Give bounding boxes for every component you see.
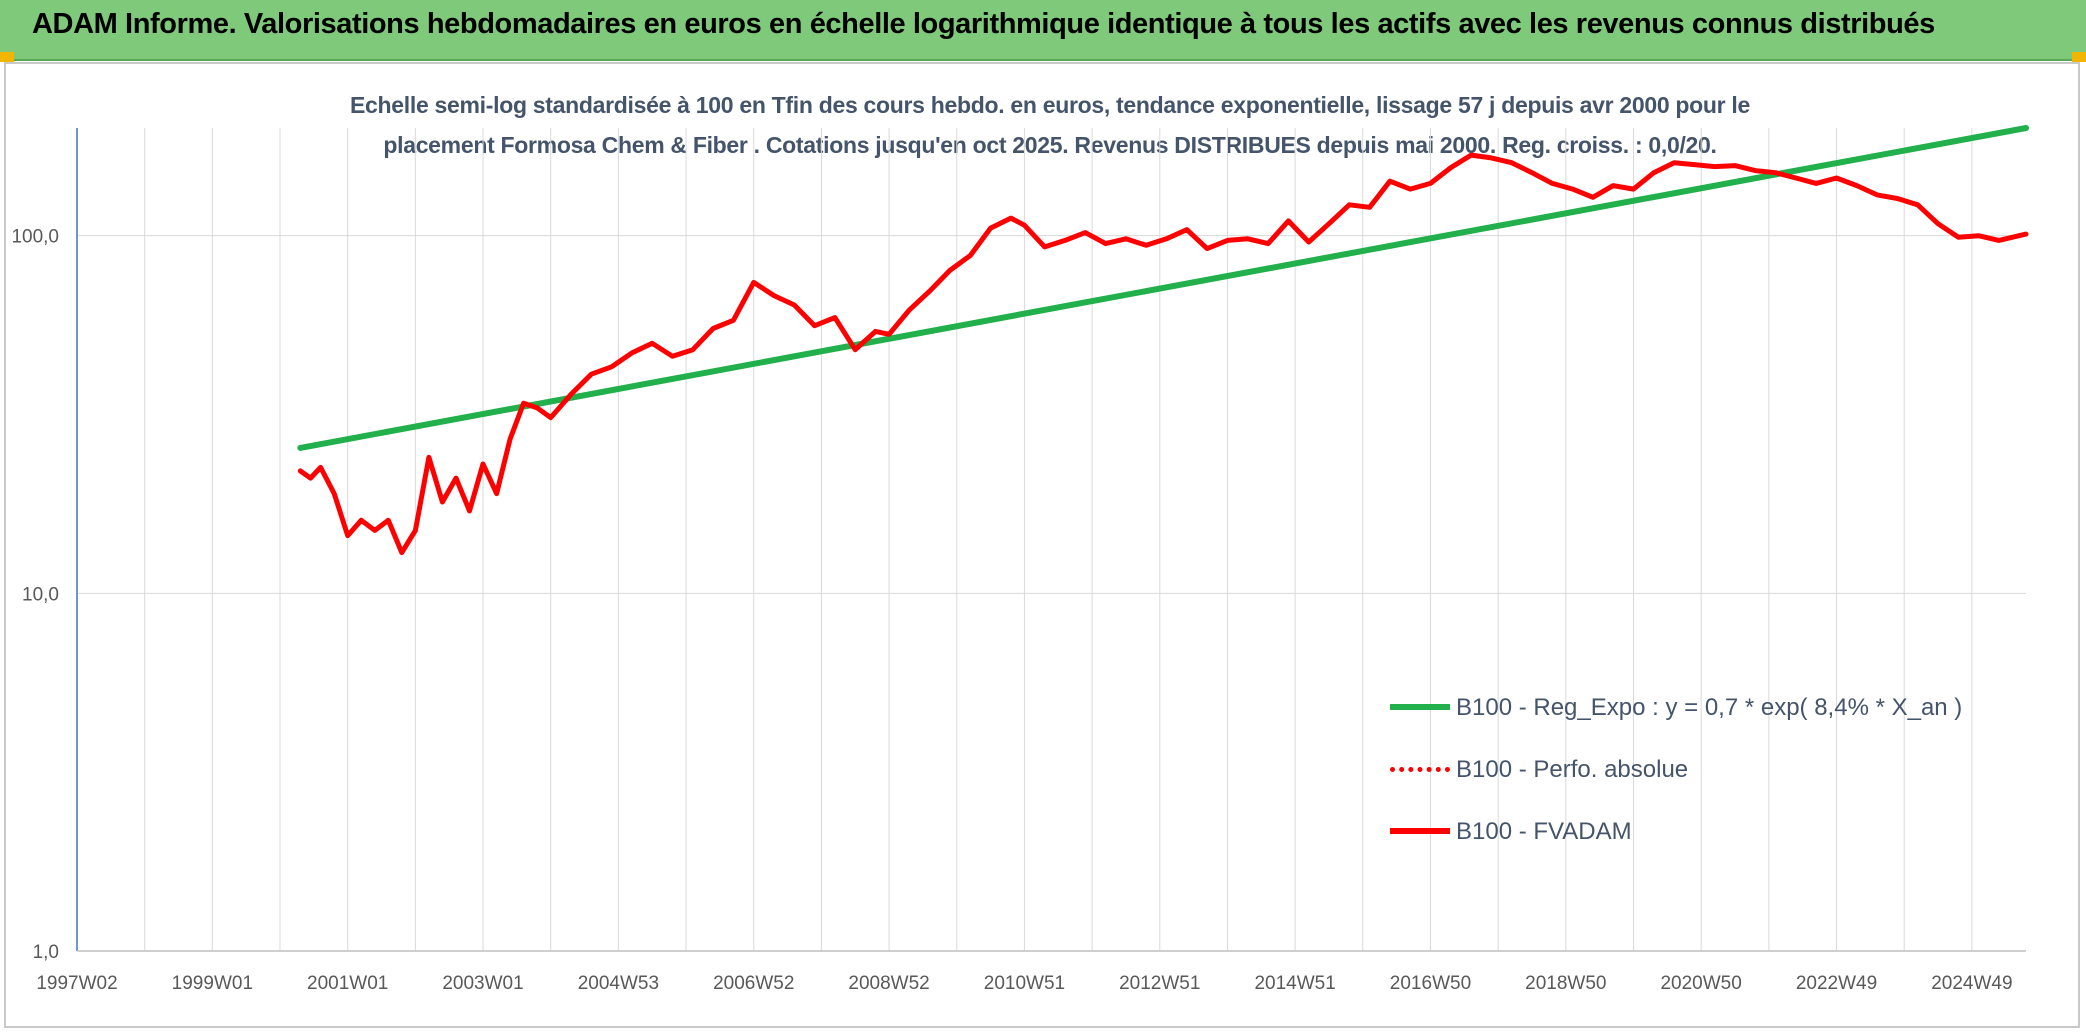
legend-swatch-regression bbox=[1390, 704, 1450, 710]
axes bbox=[76, 128, 2026, 952]
y-tick-label: 1,0 bbox=[33, 942, 59, 963]
x-tick-label: 2001W01 bbox=[307, 973, 388, 994]
corner-marker-right bbox=[2072, 52, 2086, 62]
x-tick-label: 2022W49 bbox=[1796, 973, 1877, 994]
chart-subtitle-line-2: placement Formosa Chem & Fiber . Cotatio… bbox=[383, 132, 1717, 158]
legend-swatch-perfo-absolue bbox=[1390, 767, 1450, 772]
x-tick-label: 2004W53 bbox=[578, 973, 659, 994]
x-tick-label: 2024W49 bbox=[1931, 973, 2012, 994]
tick-labels: 1,0 10,0 100,0 1997W02 1999W01 2001W01 2003W01… bbox=[11, 227, 2012, 994]
x-tick-label: 2016W50 bbox=[1390, 973, 1471, 994]
series-lines bbox=[297, 125, 2029, 556]
x-tick-label: 2014W51 bbox=[1254, 973, 1335, 994]
legend-swatch-fvadam bbox=[1390, 828, 1450, 834]
series-line-2 bbox=[297, 152, 2029, 556]
y-tick-label: 100,0 bbox=[11, 227, 59, 248]
report-title: ADAM Informe. Valorisations hebdomadaire… bbox=[32, 8, 1935, 40]
x-tick-label: 2003W01 bbox=[442, 973, 523, 994]
chart-subtitle-line-1: Echelle semi-log standardisée à 100 en T… bbox=[350, 92, 1750, 118]
legend-label-regression: B100 - Reg_Expo : y = 0,7 * exp( 8,4% * … bbox=[1456, 694, 1963, 721]
x-tick-label: 2010W51 bbox=[984, 973, 1065, 994]
legend-label-perfo-absolue: B100 - Perfo. absolue bbox=[1456, 756, 1689, 783]
x-tick-label: 2006W52 bbox=[713, 973, 794, 994]
report-banner: ADAM Informe. Valorisations hebdomadaire… bbox=[0, 0, 2086, 61]
x-tick-label: 1997W02 bbox=[36, 973, 117, 994]
legend-label-fvadam: B100 - FVADAM bbox=[1456, 818, 1632, 845]
x-tick-label: 2012W51 bbox=[1119, 973, 1200, 994]
x-tick-label: 2020W50 bbox=[1660, 973, 1741, 994]
x-tick-label: 2018W50 bbox=[1525, 973, 1606, 994]
grid-lines bbox=[76, 128, 2026, 952]
y-tick-label: 10,0 bbox=[22, 584, 59, 605]
corner-marker-left bbox=[0, 52, 14, 62]
chart-frame bbox=[4, 62, 2080, 1028]
series-line-0 bbox=[297, 125, 2029, 451]
x-tick-label: 1999W01 bbox=[172, 973, 253, 994]
x-tick-label: 2008W52 bbox=[848, 973, 929, 994]
